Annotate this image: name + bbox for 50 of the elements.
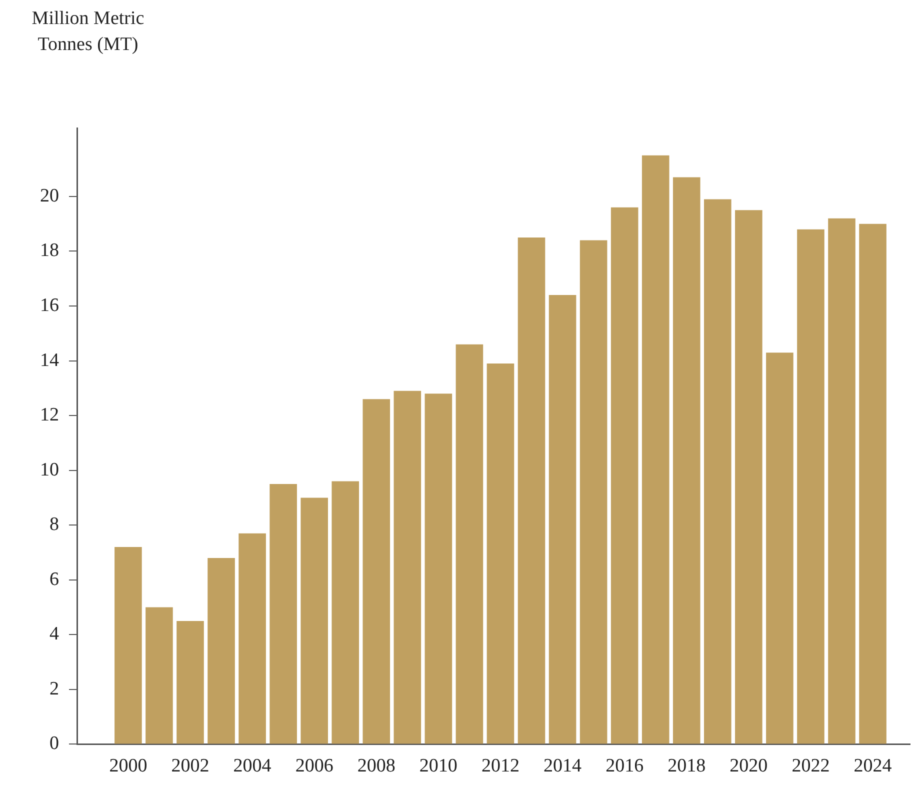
bar bbox=[394, 390, 422, 744]
bar bbox=[828, 218, 856, 744]
x-tick-label: 2006 bbox=[295, 756, 334, 777]
y-tick-label: 6 bbox=[50, 568, 59, 590]
bar bbox=[332, 481, 360, 744]
y-tick-label: 16 bbox=[40, 295, 59, 316]
y-tick-label: 10 bbox=[40, 459, 59, 480]
x-tick-label: 2020 bbox=[730, 756, 768, 777]
x-tick-label: 2018 bbox=[668, 756, 706, 777]
y-axis-title: Million Metric Tonnes (MT) bbox=[30, 7, 146, 57]
bar bbox=[114, 547, 142, 744]
y-tick-label: 0 bbox=[50, 733, 59, 754]
x-tick-label: 2010 bbox=[419, 756, 458, 777]
y-tick-label: 18 bbox=[40, 240, 59, 262]
x-tick-label: 2000 bbox=[109, 756, 148, 777]
bar bbox=[300, 498, 328, 744]
x-tick-label: 2004 bbox=[233, 756, 272, 777]
bar bbox=[486, 364, 514, 744]
bar bbox=[797, 229, 824, 744]
bar bbox=[146, 607, 173, 744]
y-tick-label: 4 bbox=[50, 624, 60, 645]
bar bbox=[208, 558, 235, 744]
bar bbox=[735, 210, 762, 744]
x-tick-label: 2012 bbox=[481, 756, 520, 777]
bar bbox=[672, 177, 700, 744]
y-tick-label: 20 bbox=[40, 185, 59, 206]
x-tick-label: 2002 bbox=[171, 756, 210, 777]
bar bbox=[176, 620, 204, 744]
bar bbox=[704, 199, 732, 744]
x-tick-label: 2014 bbox=[544, 756, 582, 777]
y-tick-label: 8 bbox=[50, 514, 59, 536]
y-tick-label: 12 bbox=[40, 404, 59, 426]
x-tick-label: 2008 bbox=[357, 756, 396, 777]
bar bbox=[766, 352, 794, 744]
bar bbox=[238, 533, 266, 744]
y-tick-label: 14 bbox=[40, 350, 60, 371]
bar bbox=[859, 224, 886, 744]
bar bbox=[518, 238, 546, 744]
y-tick-label: 2 bbox=[50, 678, 59, 700]
bar bbox=[362, 399, 390, 744]
bar bbox=[548, 295, 576, 744]
bar bbox=[456, 344, 484, 744]
bar bbox=[642, 155, 670, 744]
bar bbox=[580, 240, 608, 744]
bar bbox=[424, 394, 452, 744]
x-tick-label: 2022 bbox=[792, 756, 830, 777]
bar bbox=[270, 484, 297, 744]
x-tick-label: 2024 bbox=[854, 756, 892, 777]
x-tick-label: 2016 bbox=[606, 756, 644, 777]
bar bbox=[610, 207, 638, 744]
